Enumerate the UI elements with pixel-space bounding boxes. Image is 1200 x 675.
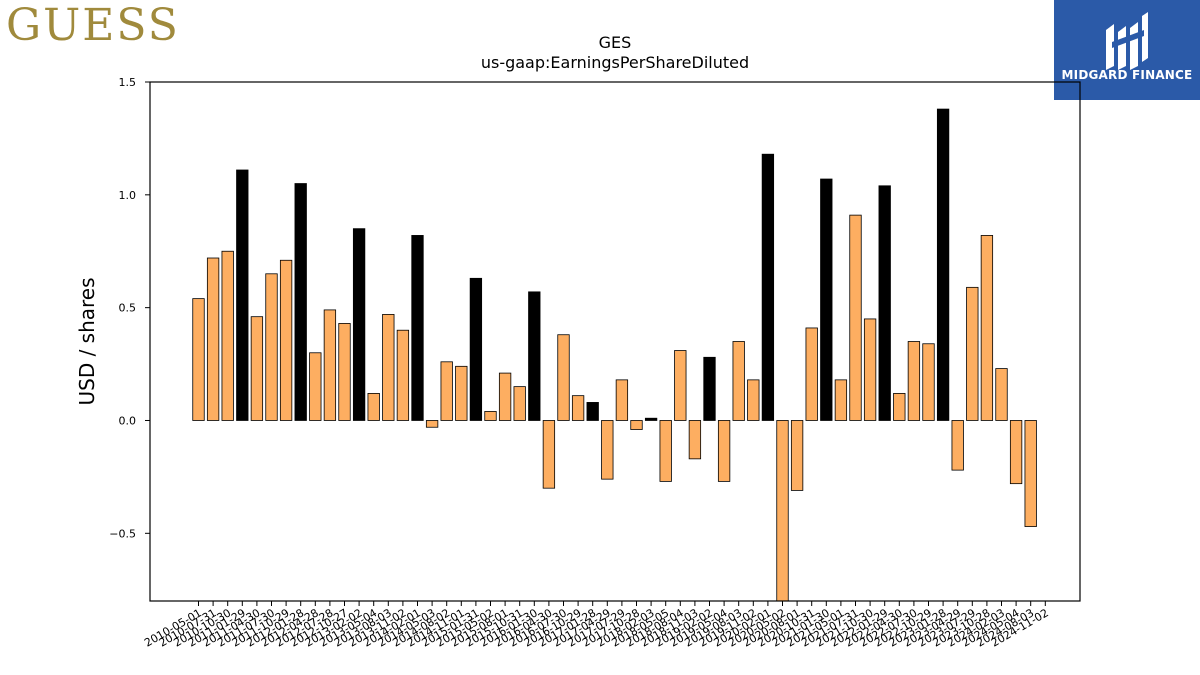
- chart-subtitle: us-gaap:EarningsPerShareDiluted: [480, 53, 750, 72]
- bar: [893, 392, 906, 421]
- bar: [469, 277, 483, 421]
- y-axis-label: USD / shares: [75, 277, 99, 405]
- bar: [849, 214, 862, 421]
- bar: [922, 343, 935, 421]
- bar: [776, 420, 789, 602]
- bar: [513, 386, 526, 421]
- bar: [863, 318, 877, 421]
- bar: [367, 392, 380, 421]
- bar: [790, 420, 804, 491]
- bar: [1009, 420, 1023, 485]
- bar: [279, 259, 293, 421]
- bar: [236, 169, 249, 421]
- bar: [644, 417, 658, 421]
- bar: [805, 327, 818, 421]
- bar: [571, 395, 585, 421]
- bar: [820, 178, 833, 421]
- bar: [907, 341, 921, 421]
- bar: [528, 291, 541, 421]
- bar: [878, 185, 891, 421]
- bar: [352, 228, 366, 421]
- bar: [411, 235, 424, 421]
- bar: [440, 361, 453, 421]
- bar: [382, 314, 395, 421]
- bar: [659, 420, 672, 482]
- bar: [966, 286, 979, 421]
- midgard-finance-logo: MIDGARD FINANCE: [1054, 0, 1200, 100]
- bar: [951, 420, 964, 471]
- bar: [338, 323, 351, 421]
- bar: [674, 350, 687, 421]
- midgard-logo-icon: [1106, 12, 1148, 70]
- y-tick-label: 0.0: [119, 414, 137, 427]
- bar: [761, 153, 775, 421]
- guess-logo: GUESS: [6, 0, 180, 51]
- bar: [498, 372, 512, 421]
- bar: [221, 250, 234, 421]
- bar: [265, 273, 278, 421]
- chart-title: GES: [598, 33, 632, 52]
- bar: [542, 420, 556, 489]
- bar: [688, 420, 702, 460]
- bar: [206, 257, 220, 421]
- bar: [703, 356, 716, 421]
- bar: [834, 379, 848, 421]
- plot-frame: [149, 81, 1081, 602]
- midgard-brand-text: MIDGARD FINANCE: [1061, 68, 1193, 82]
- bar: [192, 298, 205, 421]
- bar: [980, 235, 994, 421]
- bar: [425, 420, 439, 428]
- bar: [732, 341, 745, 421]
- bar: [747, 379, 760, 421]
- y-tick-label: −0.5: [109, 527, 136, 540]
- y-tick-label: 1.5: [119, 76, 137, 89]
- bar: [1024, 420, 1037, 527]
- bar: [250, 316, 264, 421]
- bar: [557, 334, 570, 421]
- bar: [630, 420, 643, 430]
- bar: [455, 365, 468, 421]
- bar: [309, 352, 322, 421]
- bar: [586, 402, 599, 421]
- y-tick-label: 1.0: [119, 189, 137, 202]
- y-tick-label: 0.5: [119, 302, 137, 315]
- bar: [615, 379, 629, 421]
- bar: [396, 329, 410, 421]
- bar: [323, 309, 337, 421]
- bar: [601, 420, 614, 480]
- bar: [995, 368, 1008, 421]
- bar: [484, 411, 497, 421]
- bar: [717, 420, 731, 482]
- bar: [294, 183, 307, 421]
- bar: [936, 108, 950, 421]
